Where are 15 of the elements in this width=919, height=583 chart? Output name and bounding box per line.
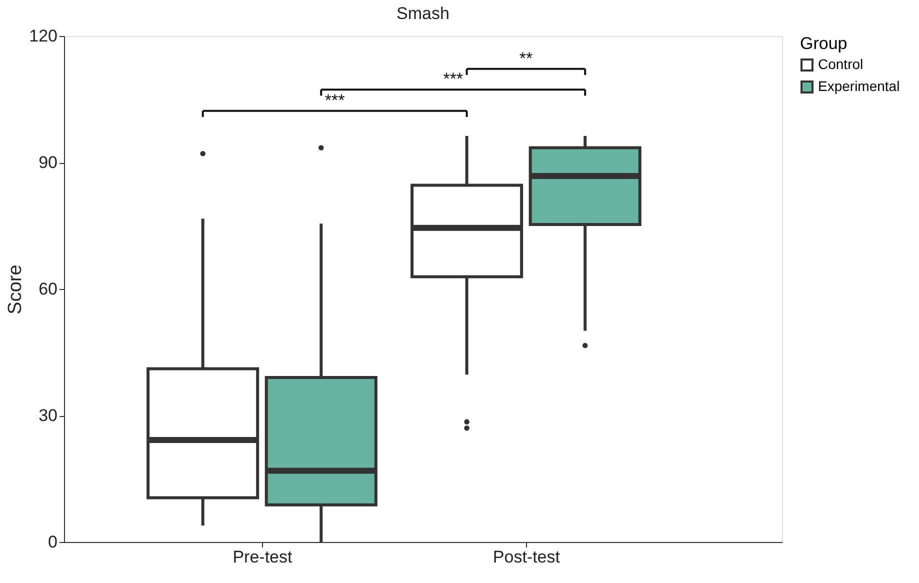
x-tick-label: Pre-test (232, 548, 293, 566)
legend-label: Control (818, 56, 864, 72)
annotation: *** (324, 90, 346, 110)
legend-label: Experimental (818, 78, 900, 94)
y-tick-label: 0 (48, 532, 58, 552)
annotation: *** (443, 70, 464, 89)
y-tick-label: 90 (38, 153, 58, 172)
chart-title: Smash (396, 4, 450, 23)
legend-title: Group (800, 34, 848, 53)
x-tick-label: Post-test (492, 548, 560, 566)
y-tick-label: 60 (38, 280, 58, 298)
annotation: ** (519, 48, 533, 68)
y-tick-label: 30 (38, 406, 58, 425)
y-tick-label: 120 (29, 26, 58, 46)
y-axis-title: Score (5, 264, 26, 314)
